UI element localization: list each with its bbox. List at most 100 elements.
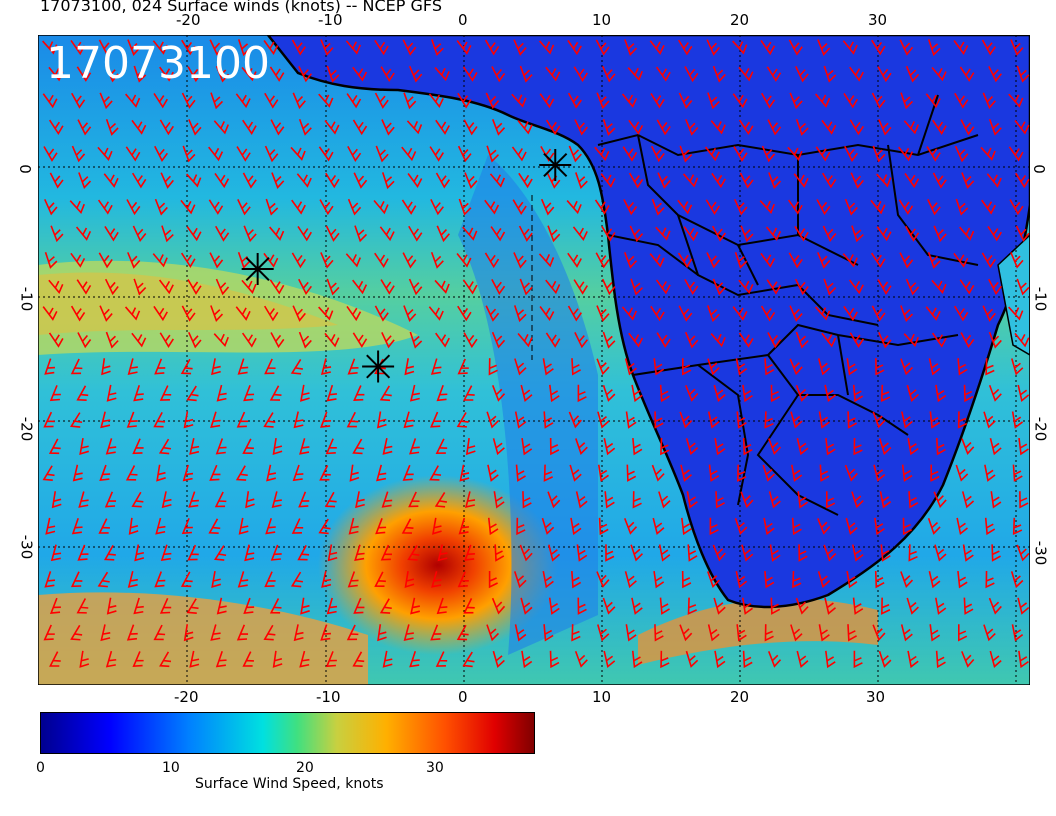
- wind-barb: [290, 571, 304, 588]
- wind-barb: [907, 437, 919, 456]
- wind-barb: [657, 172, 671, 189]
- wind-barb: [847, 411, 857, 429]
- wind-barb: [825, 491, 836, 509]
- wind-barb: [321, 571, 332, 588]
- wind-barb: [878, 331, 892, 349]
- wind-barb: [790, 411, 803, 429]
- wind-barb: [658, 491, 671, 509]
- wind-barb: [242, 438, 254, 454]
- wind-barb: [237, 251, 251, 269]
- wind-barb: [765, 226, 782, 241]
- lat-tick-label: -20: [17, 416, 36, 442]
- wind-barb: [573, 279, 588, 295]
- wind-barb: [927, 251, 941, 269]
- wind-barb: [925, 306, 941, 321]
- wind-barb: [270, 119, 285, 136]
- wind-barb: [575, 438, 588, 456]
- wind-barb: [988, 278, 1002, 296]
- wind-barb: [542, 358, 554, 376]
- wind-barb: [767, 651, 782, 668]
- wind-barb: [493, 491, 505, 509]
- wind-barb: [624, 358, 637, 376]
- wind-barb: [208, 199, 224, 215]
- wind-barb: [625, 411, 637, 429]
- wind-barb: [1017, 597, 1030, 615]
- wind-barb: [603, 650, 616, 669]
- wind-barb: [707, 571, 720, 589]
- wind-barb: [381, 332, 395, 349]
- wind-barb: [878, 438, 892, 456]
- wind-barb: [208, 518, 221, 534]
- wind-barb: [905, 225, 920, 242]
- wind-barb: [963, 597, 974, 615]
- lat-tick-label: -10: [17, 286, 36, 312]
- wind-barb: [877, 279, 892, 295]
- wind-barb: [624, 39, 638, 57]
- wind-barb: [48, 119, 64, 136]
- wind-barb: [788, 252, 803, 269]
- wind-barb: [621, 306, 638, 321]
- wind-barb: [463, 598, 475, 614]
- wind-barb: [878, 650, 892, 668]
- wind-barb: [51, 491, 62, 509]
- wind-barb: [183, 624, 194, 642]
- wind-barb: [594, 146, 610, 162]
- wind-barb: [518, 172, 533, 189]
- wind-barb: [430, 199, 444, 216]
- wind-barb: [324, 120, 340, 135]
- wind-barb: [1012, 464, 1023, 482]
- wind-barb: [487, 517, 499, 536]
- wind-barb: [380, 544, 393, 561]
- wind-barb: [69, 412, 83, 428]
- wind-barb: [843, 305, 858, 322]
- wind-barb: [908, 544, 918, 562]
- wind-barb: [596, 305, 610, 322]
- wind-barb: [325, 651, 337, 668]
- wind-barb: [650, 145, 665, 163]
- wind-barb: [653, 358, 665, 376]
- colorbar-label: 20: [296, 760, 314, 776]
- wind-barb: [959, 279, 975, 295]
- wind-barb: [934, 544, 947, 562]
- wind-barb: [293, 411, 304, 429]
- wind-barb: [264, 145, 279, 163]
- wind-barb: [457, 145, 472, 163]
- wind-barb: [76, 66, 92, 82]
- wind-barb: [848, 279, 864, 295]
- wind-barb: [319, 465, 331, 481]
- lon-tick-label: 20: [730, 11, 750, 29]
- wind-barb: [346, 411, 359, 428]
- wind-barb: [789, 358, 803, 376]
- wind-barb: [133, 597, 144, 615]
- wind-barb: [436, 597, 448, 615]
- wind-barb: [1010, 39, 1024, 56]
- wind-barb: [347, 145, 362, 162]
- wind-barb: [491, 331, 506, 349]
- wind-barb: [933, 225, 947, 243]
- wind-barb: [545, 332, 561, 348]
- wind-barb: [549, 384, 560, 403]
- wind-barb: [103, 173, 119, 188]
- wind-barb: [98, 39, 113, 56]
- wind-barb: [853, 650, 863, 669]
- wind-barb: [795, 331, 809, 349]
- wind-barb: [406, 120, 423, 135]
- wind-barb: [517, 332, 533, 348]
- wind-barb: [44, 198, 58, 216]
- wind-barb: [513, 571, 527, 589]
- wind-barb: [601, 278, 616, 296]
- colorbar-label: 10: [162, 760, 180, 776]
- wind-barb: [235, 93, 251, 109]
- wind-barb: [735, 571, 748, 589]
- wind-barb: [649, 253, 665, 268]
- wind-barb: [769, 544, 781, 562]
- wind-barb: [953, 40, 969, 55]
- wind-barb: [159, 651, 172, 668]
- wind-barb: [241, 279, 257, 294]
- wind-barb: [105, 66, 119, 83]
- wind-barb: [180, 199, 196, 215]
- wind-barb: [875, 358, 885, 376]
- wind-barb: [320, 358, 332, 376]
- wind-barb: [795, 118, 809, 136]
- wind-barb: [985, 358, 995, 376]
